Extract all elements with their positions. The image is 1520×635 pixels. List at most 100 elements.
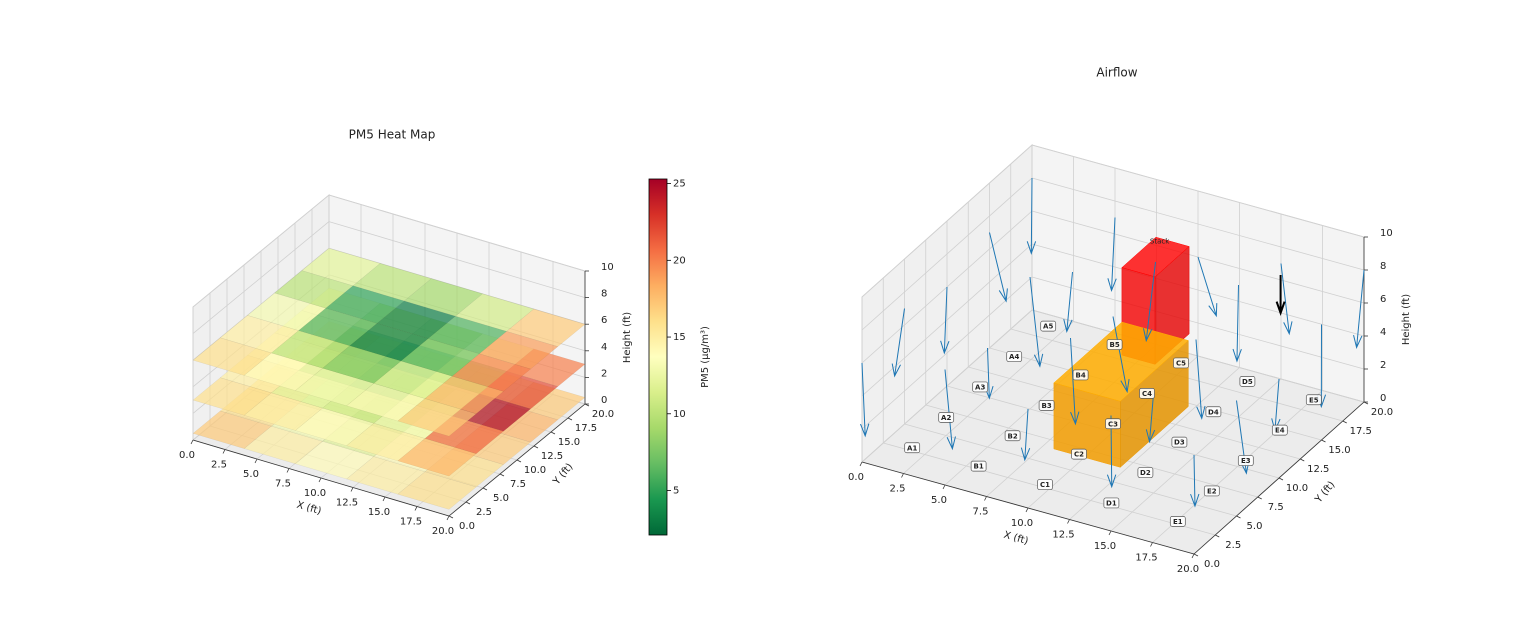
- y-tick-label: 2.5: [1225, 540, 1241, 551]
- tick-mark: [984, 496, 987, 501]
- y-tick-label: 12.5: [1307, 464, 1329, 475]
- sensor-label: C4: [1142, 390, 1152, 398]
- sensor-marker: [1103, 497, 1120, 509]
- y-tick-label: 20.0: [592, 409, 614, 420]
- sensor-label: D2: [1140, 469, 1151, 477]
- z-tick-label: 4: [601, 342, 607, 353]
- x-tick-label: 7.5: [275, 479, 291, 490]
- y-tick-label: 5.0: [493, 493, 509, 504]
- x-tick-label: 0.0: [848, 472, 864, 483]
- x-tick-label: 10.0: [1011, 518, 1033, 529]
- z-tick-label: 4: [1380, 327, 1386, 338]
- sensor-label: D5: [1242, 378, 1253, 386]
- sensor-label: A2: [941, 414, 951, 422]
- x-tick-label: 17.5: [1135, 553, 1157, 564]
- tick-mark: [1025, 507, 1029, 513]
- tick-mark: [382, 496, 386, 502]
- tick-mark: [1067, 519, 1070, 524]
- heat-cell: [478, 331, 559, 370]
- sensor-marker: [1038, 400, 1055, 411]
- sensor-marker: [1072, 369, 1089, 381]
- airflow-arrow: [940, 286, 950, 355]
- box-label: Stack: [1150, 237, 1170, 245]
- tick-mark: [254, 458, 258, 464]
- chart-title: Airflow: [1096, 66, 1137, 80]
- z-tick-label: 2: [601, 368, 607, 379]
- z-tick-label: 6: [1380, 294, 1386, 305]
- tick-mark: [859, 461, 863, 467]
- tick-mark: [1257, 496, 1262, 500]
- tick-mark: [567, 417, 573, 421]
- sensor-marker: [1239, 376, 1256, 387]
- sensor-marker: [970, 460, 987, 472]
- grid-line: [1031, 243, 1365, 337]
- sensor-marker: [938, 412, 955, 423]
- tick-mark: [318, 477, 322, 483]
- airflow-arrow: [1190, 454, 1200, 508]
- z-axis-label: Height (ft): [1401, 294, 1412, 345]
- heat-cell: [397, 438, 477, 477]
- y-tick-label: 2.5: [476, 507, 492, 518]
- tick-mark: [446, 515, 450, 521]
- airflow-arrow: [860, 362, 870, 438]
- airflow-arrow: [1070, 337, 1080, 426]
- airflow-arrow: [1026, 177, 1037, 255]
- tick-mark: [1191, 553, 1195, 559]
- sensor-marker: [1004, 430, 1021, 442]
- sensor-label: C3: [1108, 420, 1118, 428]
- sensor-marker: [1006, 351, 1023, 362]
- tick-mark: [499, 473, 505, 477]
- airflow-arrow: [1195, 339, 1206, 420]
- y-tick-label: 10.0: [524, 465, 546, 476]
- airflow-arrow: [1112, 316, 1130, 394]
- sensor-label: B5: [1109, 341, 1119, 349]
- tick-mark: [1193, 553, 1199, 557]
- y-tick-label: 0.0: [1204, 559, 1220, 570]
- tick-mark: [448, 515, 454, 519]
- sensor-label: A3: [975, 383, 985, 391]
- heat-cell: [506, 308, 586, 347]
- y-tick-label: 7.5: [510, 479, 526, 490]
- z-tick-label: 0: [601, 395, 607, 406]
- airflow-arrow: [1107, 217, 1117, 293]
- tick-mark: [1278, 477, 1284, 481]
- airflow-arrow: [1280, 263, 1293, 336]
- z-tick-label: 10: [1380, 228, 1393, 239]
- y-tick-label: 17.5: [575, 423, 597, 434]
- airflow-arrow: [1232, 284, 1242, 363]
- z-tick-label: 0: [1380, 393, 1386, 404]
- sensor-marker: [1105, 418, 1121, 430]
- tick-mark: [350, 487, 354, 492]
- wind-arrow: [1275, 275, 1286, 317]
- grid-line: [192, 194, 330, 308]
- y-tick-label: 20.0: [1371, 407, 1393, 418]
- tick-mark: [1150, 542, 1153, 547]
- x-tick-label: 17.5: [400, 517, 422, 528]
- y-tick-label: 5.0: [1247, 521, 1263, 532]
- heat-cell: [397, 398, 477, 437]
- sensor-marker: [1139, 388, 1155, 399]
- tick-mark: [1321, 439, 1326, 443]
- sensor-marker: [972, 381, 989, 393]
- box-face: [1121, 236, 1190, 278]
- sensor-marker: [904, 442, 921, 454]
- sensor-label: D4: [1208, 408, 1219, 416]
- sensor-label: A4: [1009, 353, 1019, 361]
- chart-title: PM5 Heat Map: [349, 128, 436, 142]
- x-tick-label: 10.0: [304, 488, 326, 499]
- airflow-arrow: [1063, 271, 1073, 333]
- sensor-marker: [1171, 436, 1188, 448]
- axis-line: [1193, 401, 1365, 555]
- y-tick-label: 15.0: [558, 437, 580, 448]
- tick-mark: [550, 431, 556, 435]
- axis-line: [192, 439, 450, 517]
- sensor-marker: [1106, 339, 1123, 350]
- tick-mark: [1108, 530, 1112, 536]
- sensor-label: C5: [1176, 359, 1186, 367]
- sensor-label: A1: [907, 444, 917, 452]
- sensor-label: B1: [973, 463, 983, 471]
- y-tick-label: 0.0: [459, 521, 475, 532]
- airflow-arrow: [891, 308, 905, 378]
- z-tick-label: 2: [1380, 360, 1386, 371]
- sensor-label: B3: [1041, 402, 1051, 410]
